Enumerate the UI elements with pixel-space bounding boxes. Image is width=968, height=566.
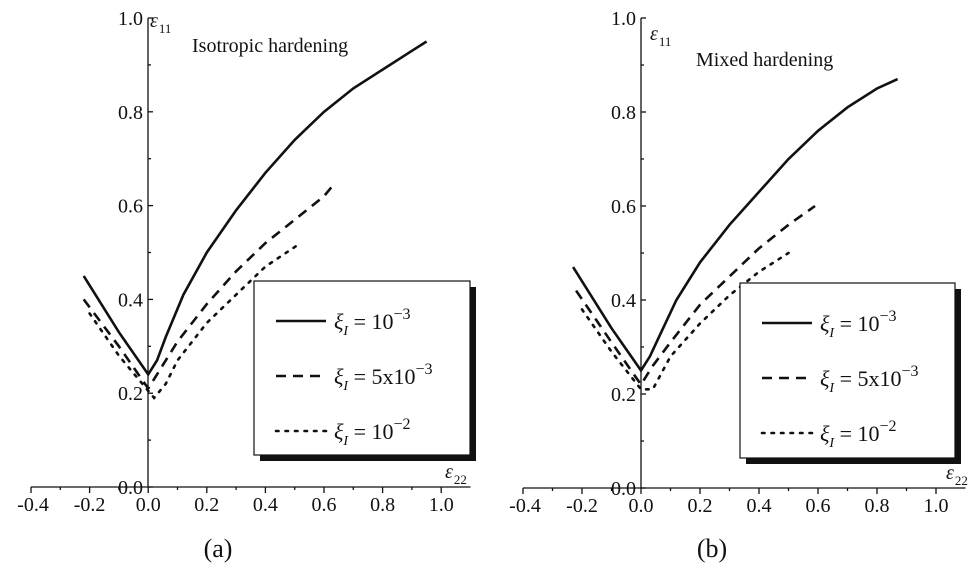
legend-entry-label: ξI = 5x10−3 bbox=[334, 361, 433, 394]
y-axis-label: ε11 bbox=[650, 23, 671, 49]
y-tick-label: 0.6 bbox=[611, 196, 636, 218]
x-tick-label: 0.8 bbox=[865, 495, 890, 517]
x-tick-label: 1.0 bbox=[924, 495, 949, 517]
x-axis-label: ε22 bbox=[946, 462, 968, 488]
x-tick-label: 0.0 bbox=[136, 494, 161, 516]
x-tick-label: 0.8 bbox=[370, 494, 395, 516]
y-tick-label: 0.6 bbox=[118, 196, 143, 218]
x-tick-label: 0.2 bbox=[688, 495, 713, 517]
y-tick-label: 0.0 bbox=[611, 478, 636, 500]
y-tick-label: 1.0 bbox=[611, 8, 636, 30]
chart-title: Mixed hardening bbox=[696, 49, 833, 71]
y-tick-label: 0.4 bbox=[611, 290, 636, 312]
x-tick-label: 0.6 bbox=[312, 494, 337, 516]
legend-entry-label: ξI = 10−3 bbox=[820, 308, 897, 341]
legend-entry-label: ξI = 10−2 bbox=[334, 416, 411, 449]
x-tick-label: 0.4 bbox=[747, 495, 772, 517]
x-axis-label: ε22 bbox=[445, 461, 467, 487]
series-line-solid bbox=[82, 40, 428, 377]
series-line-solid bbox=[571, 77, 899, 373]
y-tick-label: 1.0 bbox=[118, 8, 143, 30]
series-line-dotted bbox=[580, 251, 790, 391]
y-tick-label: 0.0 bbox=[118, 477, 143, 499]
y-tick-label: 0.2 bbox=[611, 384, 636, 406]
series-line-dotted bbox=[88, 241, 302, 400]
x-tick-label: 0.0 bbox=[629, 495, 654, 517]
legend-entry-label: ξI = 10−2 bbox=[820, 418, 897, 451]
y-tick-label: 0.8 bbox=[118, 102, 143, 124]
chart-panel-2: -0.4 -0.2 0.0 0.2 0.4 0.6 0.8 1.0 0.0 0.2 0.4 0.6 0.… bbox=[509, 8, 968, 563]
x-tick-label: -0.4 bbox=[509, 495, 541, 517]
chart-title: Isotropic hardening bbox=[192, 35, 348, 57]
panel-caption: (a) bbox=[204, 534, 233, 563]
legend-entry-label: ξI = 5x10−3 bbox=[820, 363, 919, 396]
legend-box bbox=[253, 280, 471, 456]
y-tick-label: 0.8 bbox=[611, 102, 636, 124]
series-line-dashed bbox=[82, 181, 337, 391]
x-tick-label: -0.4 bbox=[17, 494, 49, 516]
y-axis-label: ε11 bbox=[150, 10, 171, 36]
x-tick-label: 1.0 bbox=[429, 494, 454, 516]
legend-box bbox=[739, 282, 956, 459]
x-tick-label: -0.2 bbox=[566, 495, 598, 517]
y-tick-label: 0.2 bbox=[118, 383, 143, 405]
x-tick-label: 0.6 bbox=[806, 495, 831, 517]
y-tick-label: 0.4 bbox=[118, 289, 143, 311]
legend-entry-label: ξI = 10−3 bbox=[334, 306, 411, 339]
x-tick-label: 0.2 bbox=[194, 494, 219, 516]
series-line-dashed bbox=[575, 204, 816, 387]
chart-panel-1: -0.4 -0.2 0.0 0.2 0.4 0.6 0.8 1.0 0.0 0.2 0.4 0.6 0.… bbox=[17, 8, 476, 563]
panel-caption: (b) bbox=[697, 534, 727, 563]
x-tick-label: 0.4 bbox=[253, 494, 278, 516]
x-tick-label: -0.2 bbox=[74, 494, 106, 516]
